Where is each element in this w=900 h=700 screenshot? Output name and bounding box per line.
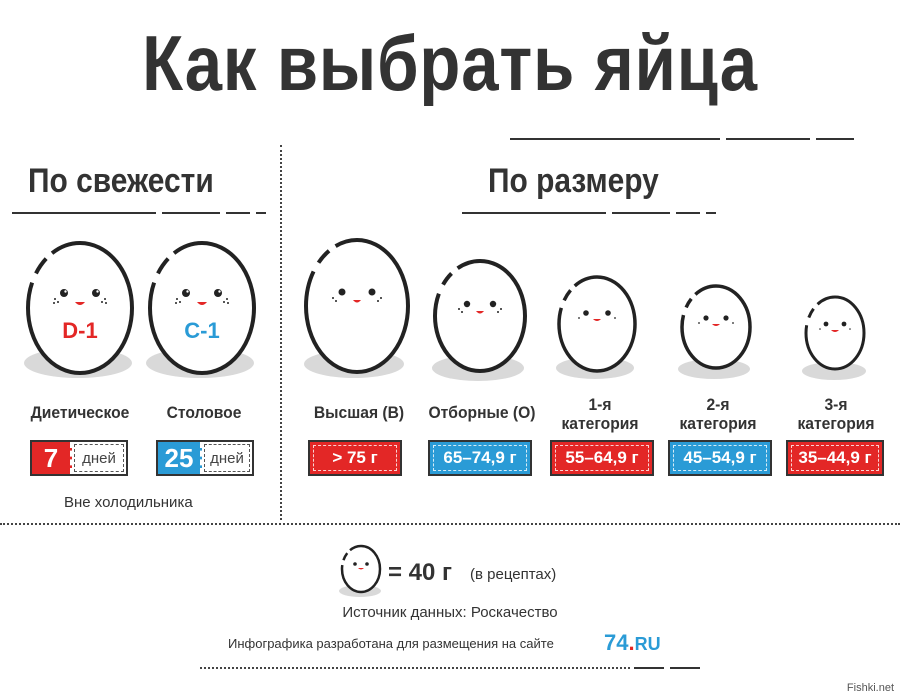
weight-range: 55–64,9 г: [565, 448, 639, 467]
egg-face-icon: [432, 259, 527, 381]
egg-face-icon: [24, 241, 134, 378]
days-unit: дней: [204, 444, 250, 472]
size-name-highest: Высшая (В): [313, 403, 405, 422]
days-unit: дней: [74, 444, 124, 472]
section-underline: [256, 212, 266, 214]
days-value: 25: [158, 442, 202, 474]
size-badge-selected: 65–74,9 г: [428, 440, 532, 476]
egg-code-c1: С-1: [184, 318, 220, 343]
freshness-title: По свежести: [28, 162, 214, 200]
section-underline: [676, 212, 700, 214]
weight-range: 65–74,9 г: [443, 448, 517, 467]
section-underline: [462, 212, 606, 214]
section-underline: [612, 212, 670, 214]
size-badge-highest: > 75 г: [308, 440, 402, 476]
section-underline: [226, 212, 250, 214]
horizontal-divider: [0, 523, 900, 525]
watermark: Fishki.net: [846, 682, 894, 694]
title-underline: [726, 138, 810, 140]
egg-face-icon: [339, 544, 382, 597]
size-badge-cat2: 45–54,9 г: [668, 440, 772, 476]
egg-face-icon: [146, 241, 256, 378]
egg-face-icon: [678, 284, 752, 379]
days-value: 7: [32, 442, 72, 474]
egg-name-table: Столовое: [166, 403, 242, 422]
egg-weight-equation: = 40 г: [388, 559, 453, 586]
size-name-cat3: 3-я категория: [797, 395, 875, 433]
weight-range: 45–54,9 г: [683, 448, 757, 467]
weight-range: > 75 г: [332, 448, 378, 467]
section-underline: [706, 212, 716, 214]
footer-divider: [200, 667, 630, 669]
data-source: Источник данных: Роскачество: [342, 604, 558, 621]
footer-divider: [634, 667, 664, 669]
credit-text: Инфографика разработана для размещения н…: [228, 636, 554, 651]
vertical-divider: [280, 145, 282, 520]
footer-divider: [670, 667, 700, 669]
egg-weight-note: (в рецептах): [470, 566, 557, 583]
size-name-cat1: 1-я категория: [561, 395, 639, 433]
size-name-selected: Отборные (О): [428, 403, 536, 422]
logo-74-icon[interactable]: 74.RU: [604, 630, 661, 655]
egg-face-icon: [556, 275, 637, 379]
title-underline: [816, 138, 854, 140]
freshness-badge-table: 25 дней: [156, 440, 254, 476]
size-badge-cat1: 55–64,9 г: [550, 440, 654, 476]
egg-code-d1: D-1: [62, 318, 98, 343]
section-underline: [162, 212, 220, 214]
size-name-cat2: 2-я категория: [679, 395, 757, 433]
page-title: Как выбрать яйца: [142, 19, 758, 107]
size-badge-cat3: 35–44,9 г: [786, 440, 884, 476]
title-underline: [510, 138, 720, 140]
weight-range: 35–44,9 г: [798, 448, 872, 467]
freshness-badge-dietary: 7 дней: [30, 440, 128, 476]
egg-name-dietary: Диетическое: [30, 403, 130, 422]
egg-face-icon: [802, 295, 866, 380]
egg-face-icon: [304, 238, 410, 378]
section-underline: [12, 212, 156, 214]
size-title: По размеру: [488, 162, 659, 200]
freshness-note: Вне холодильника: [64, 494, 193, 511]
